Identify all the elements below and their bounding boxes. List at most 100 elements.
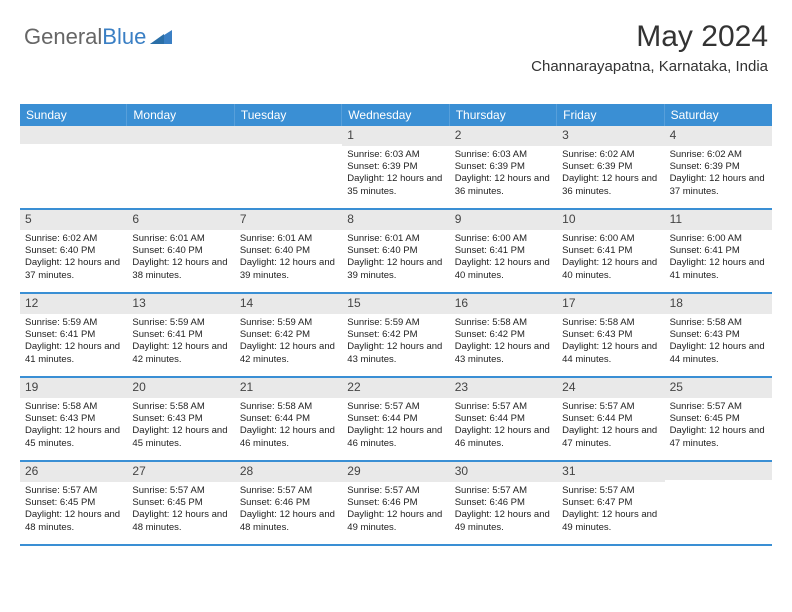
daylight-line: Daylight: 12 hours and 49 minutes. xyxy=(455,509,552,534)
daylight-line: Daylight: 12 hours and 41 minutes. xyxy=(670,257,767,282)
day-content: Sunrise: 5:58 AMSunset: 6:43 PMDaylight:… xyxy=(20,398,127,454)
sunrise-line: Sunrise: 6:02 AM xyxy=(25,233,122,245)
daylight-line: Daylight: 12 hours and 40 minutes. xyxy=(455,257,552,282)
day-content: Sunrise: 5:59 AMSunset: 6:41 PMDaylight:… xyxy=(127,314,234,370)
daylight-line: Daylight: 12 hours and 36 minutes. xyxy=(455,173,552,198)
day-cell: 27Sunrise: 5:57 AMSunset: 6:45 PMDayligh… xyxy=(127,462,234,544)
sunrise-line: Sunrise: 5:58 AM xyxy=(25,401,122,413)
sunrise-line: Sunrise: 6:00 AM xyxy=(455,233,552,245)
sunset-line: Sunset: 6:46 PM xyxy=(240,497,337,509)
daylight-line: Daylight: 12 hours and 48 minutes. xyxy=(240,509,337,534)
sunrise-line: Sunrise: 5:57 AM xyxy=(132,485,229,497)
day-cell: 26Sunrise: 5:57 AMSunset: 6:45 PMDayligh… xyxy=(20,462,127,544)
day-cell: 15Sunrise: 5:59 AMSunset: 6:42 PMDayligh… xyxy=(342,294,449,376)
empty-day-number xyxy=(127,126,234,144)
daylight-line: Daylight: 12 hours and 46 minutes. xyxy=(347,425,444,450)
daylight-line: Daylight: 12 hours and 38 minutes. xyxy=(132,257,229,282)
day-number: 8 xyxy=(342,210,449,230)
day-cell: 25Sunrise: 5:57 AMSunset: 6:45 PMDayligh… xyxy=(665,378,772,460)
calendar-grid: SundayMondayTuesdayWednesdayThursdayFrid… xyxy=(20,104,772,546)
sunset-line: Sunset: 6:39 PM xyxy=(670,161,767,173)
sunset-line: Sunset: 6:42 PM xyxy=(455,329,552,341)
day-number: 29 xyxy=(342,462,449,482)
sunset-line: Sunset: 6:45 PM xyxy=(132,497,229,509)
sunset-line: Sunset: 6:46 PM xyxy=(455,497,552,509)
sunset-line: Sunset: 6:45 PM xyxy=(25,497,122,509)
day-content: Sunrise: 5:57 AMSunset: 6:46 PMDaylight:… xyxy=(342,482,449,538)
sunrise-line: Sunrise: 5:57 AM xyxy=(25,485,122,497)
weekday-header: Sunday xyxy=(20,104,127,126)
day-number: 5 xyxy=(20,210,127,230)
daylight-line: Daylight: 12 hours and 48 minutes. xyxy=(132,509,229,534)
sunset-line: Sunset: 6:39 PM xyxy=(562,161,659,173)
day-content: Sunrise: 6:03 AMSunset: 6:39 PMDaylight:… xyxy=(450,146,557,202)
day-number: 3 xyxy=(557,126,664,146)
sunrise-line: Sunrise: 6:01 AM xyxy=(347,233,444,245)
sunrise-line: Sunrise: 5:59 AM xyxy=(25,317,122,329)
day-content: Sunrise: 5:58 AMSunset: 6:44 PMDaylight:… xyxy=(235,398,342,454)
sunset-line: Sunset: 6:41 PM xyxy=(25,329,122,341)
day-content: Sunrise: 5:59 AMSunset: 6:41 PMDaylight:… xyxy=(20,314,127,370)
day-number: 21 xyxy=(235,378,342,398)
location-text: Channarayapatna, Karnataka, India xyxy=(531,58,768,75)
week-row: 12Sunrise: 5:59 AMSunset: 6:41 PMDayligh… xyxy=(20,294,772,378)
weekday-header: Tuesday xyxy=(235,104,342,126)
sunset-line: Sunset: 6:47 PM xyxy=(562,497,659,509)
weekday-header-row: SundayMondayTuesdayWednesdayThursdayFrid… xyxy=(20,104,772,126)
empty-day-number xyxy=(235,126,342,144)
day-number: 28 xyxy=(235,462,342,482)
day-number: 6 xyxy=(127,210,234,230)
sunrise-line: Sunrise: 5:58 AM xyxy=(455,317,552,329)
sunset-line: Sunset: 6:44 PM xyxy=(562,413,659,425)
sunrise-line: Sunrise: 6:01 AM xyxy=(132,233,229,245)
day-cell: 31Sunrise: 5:57 AMSunset: 6:47 PMDayligh… xyxy=(557,462,664,544)
sunrise-line: Sunrise: 5:57 AM xyxy=(240,485,337,497)
empty-day-number xyxy=(20,126,127,144)
day-content: Sunrise: 6:02 AMSunset: 6:40 PMDaylight:… xyxy=(20,230,127,286)
day-number: 15 xyxy=(342,294,449,314)
day-number: 4 xyxy=(665,126,772,146)
day-cell: 3Sunrise: 6:02 AMSunset: 6:39 PMDaylight… xyxy=(557,126,664,208)
daylight-line: Daylight: 12 hours and 36 minutes. xyxy=(562,173,659,198)
sunrise-line: Sunrise: 5:57 AM xyxy=(455,401,552,413)
sunrise-line: Sunrise: 6:03 AM xyxy=(347,149,444,161)
day-content: Sunrise: 5:58 AMSunset: 6:43 PMDaylight:… xyxy=(665,314,772,370)
sunset-line: Sunset: 6:44 PM xyxy=(347,413,444,425)
day-number: 24 xyxy=(557,378,664,398)
day-content: Sunrise: 5:57 AMSunset: 6:44 PMDaylight:… xyxy=(557,398,664,454)
sunset-line: Sunset: 6:43 PM xyxy=(670,329,767,341)
day-cell: 12Sunrise: 5:59 AMSunset: 6:41 PMDayligh… xyxy=(20,294,127,376)
day-number: 9 xyxy=(450,210,557,230)
daylight-line: Daylight: 12 hours and 35 minutes. xyxy=(347,173,444,198)
sunset-line: Sunset: 6:46 PM xyxy=(347,497,444,509)
day-content: Sunrise: 5:57 AMSunset: 6:45 PMDaylight:… xyxy=(665,398,772,454)
sunset-line: Sunset: 6:44 PM xyxy=(455,413,552,425)
day-content: Sunrise: 5:57 AMSunset: 6:45 PMDaylight:… xyxy=(127,482,234,538)
sunrise-line: Sunrise: 5:59 AM xyxy=(132,317,229,329)
day-number: 22 xyxy=(342,378,449,398)
day-cell: 1Sunrise: 6:03 AMSunset: 6:39 PMDaylight… xyxy=(342,126,449,208)
day-number: 13 xyxy=(127,294,234,314)
daylight-line: Daylight: 12 hours and 49 minutes. xyxy=(347,509,444,534)
sunset-line: Sunset: 6:40 PM xyxy=(240,245,337,257)
day-content: Sunrise: 5:58 AMSunset: 6:42 PMDaylight:… xyxy=(450,314,557,370)
daylight-line: Daylight: 12 hours and 37 minutes. xyxy=(670,173,767,198)
day-number: 31 xyxy=(557,462,664,482)
week-row: 19Sunrise: 5:58 AMSunset: 6:43 PMDayligh… xyxy=(20,378,772,462)
day-content: Sunrise: 6:01 AMSunset: 6:40 PMDaylight:… xyxy=(235,230,342,286)
day-content: Sunrise: 5:57 AMSunset: 6:46 PMDaylight:… xyxy=(235,482,342,538)
day-cell: 14Sunrise: 5:59 AMSunset: 6:42 PMDayligh… xyxy=(235,294,342,376)
day-cell: 13Sunrise: 5:59 AMSunset: 6:41 PMDayligh… xyxy=(127,294,234,376)
sunset-line: Sunset: 6:41 PM xyxy=(132,329,229,341)
day-cell: 9 Sunrise: 6:00 AMSunset: 6:41 PMDaylight… xyxy=(450,210,557,292)
sunrise-line: Sunrise: 5:57 AM xyxy=(347,485,444,497)
day-number: 19 xyxy=(20,378,127,398)
sunset-line: Sunset: 6:41 PM xyxy=(455,245,552,257)
weekday-header: Wednesday xyxy=(342,104,449,126)
day-cell: 7Sunrise: 6:01 AMSunset: 6:40 PMDaylight… xyxy=(235,210,342,292)
sunrise-line: Sunrise: 6:02 AM xyxy=(670,149,767,161)
day-number: 27 xyxy=(127,462,234,482)
day-cell: 4 Sunrise: 6:02 AMSunset: 6:39 PMDaylight… xyxy=(665,126,772,208)
sunset-line: Sunset: 6:41 PM xyxy=(670,245,767,257)
logo-triangle-icon xyxy=(150,24,172,50)
